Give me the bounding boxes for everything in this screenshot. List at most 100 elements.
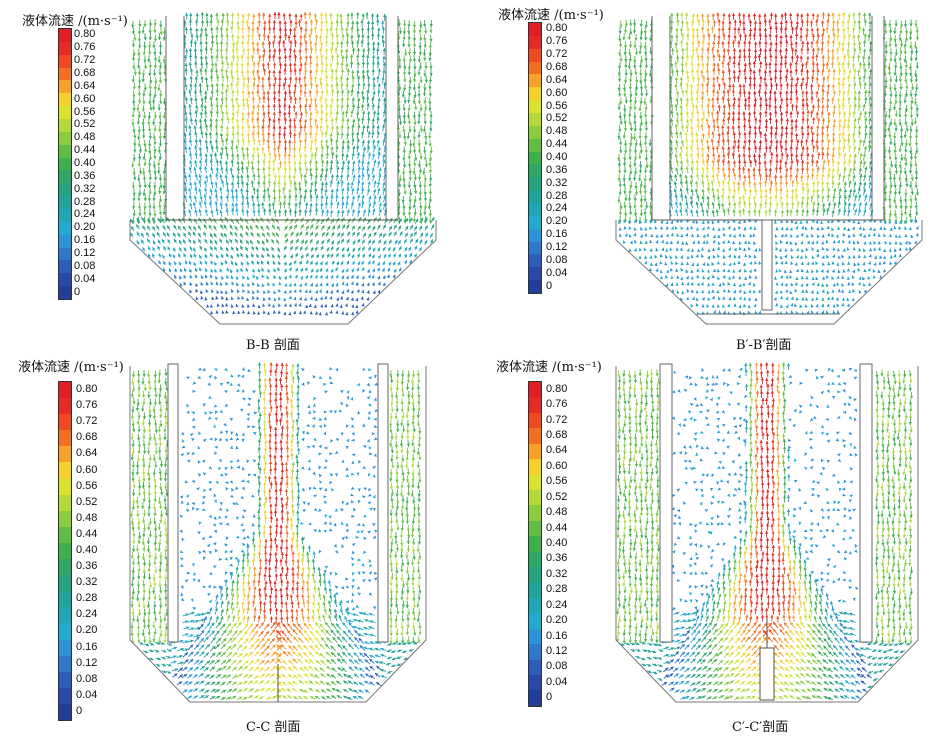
velocity-arrow xyxy=(852,138,856,146)
colorbar-tick-label: 0.52 xyxy=(546,112,567,124)
velocity-arrow xyxy=(224,174,228,182)
velocity-arrow xyxy=(816,166,820,174)
velocity-arrow xyxy=(794,68,798,76)
velocity-arrow xyxy=(832,240,836,244)
velocity-arrow xyxy=(247,289,251,294)
velocity-arrow xyxy=(230,69,234,77)
velocity-arrow xyxy=(137,54,141,62)
arrows xyxy=(129,12,435,316)
velocity-arrow xyxy=(147,246,151,251)
velocity-arrow xyxy=(357,97,361,105)
velocity-arrow xyxy=(903,47,907,55)
velocity-arrow xyxy=(268,439,272,447)
velocity-arrow xyxy=(671,289,675,293)
velocity-arrow xyxy=(267,41,272,49)
velocity-arrow xyxy=(320,145,325,153)
velocity-arrow xyxy=(389,412,393,420)
velocity-arrow xyxy=(752,241,757,245)
velocity-arrow xyxy=(280,412,284,420)
velocity-arrow xyxy=(674,194,678,202)
velocity-arrow xyxy=(178,261,182,266)
velocity-arrow xyxy=(773,97,778,105)
velocity-arrow xyxy=(685,241,689,246)
velocity-arrow xyxy=(330,83,334,91)
velocity-arrow xyxy=(209,47,213,55)
velocity-arrow xyxy=(131,40,135,48)
velocity-arrow xyxy=(742,83,746,92)
velocity-arrow xyxy=(722,48,726,56)
velocity-arrow xyxy=(323,416,327,421)
velocity-arrow xyxy=(271,239,275,244)
velocity-arrow xyxy=(789,166,793,174)
velocity-arrow xyxy=(225,110,229,118)
velocity-arrow xyxy=(256,167,261,175)
velocity-arrow xyxy=(147,461,152,469)
colorbar-tick-label: 0.36 xyxy=(76,560,97,572)
velocity-arrow xyxy=(893,209,897,217)
velocity-arrow xyxy=(230,465,234,470)
velocity-arrow xyxy=(320,202,324,210)
velocity-arrow xyxy=(701,269,705,273)
velocity-arrow xyxy=(882,96,887,104)
velocity-arrow xyxy=(417,391,421,399)
velocity-arrow xyxy=(769,159,773,167)
velocity-arrow xyxy=(236,253,240,258)
velocity-arrow xyxy=(707,255,711,260)
velocity-arrow xyxy=(262,390,266,398)
velocity-arrow xyxy=(716,110,720,118)
velocity-arrow xyxy=(638,139,643,147)
velocity-arrow xyxy=(225,41,229,49)
velocity-arrow xyxy=(152,118,156,126)
velocity-arrow xyxy=(284,405,289,413)
velocity-arrow xyxy=(331,89,335,97)
velocity-arrow xyxy=(397,19,401,27)
velocity-arrow xyxy=(256,239,261,245)
velocity-arrow xyxy=(401,195,405,203)
velocity-arrow xyxy=(815,90,819,98)
velocity-arrow xyxy=(304,209,308,217)
velocity-arrow xyxy=(778,268,782,273)
velocity-arrow xyxy=(851,297,855,302)
velocity-arrow xyxy=(274,383,278,391)
colorbar-tick-label: 0.72 xyxy=(74,54,95,66)
velocity-arrow xyxy=(381,267,385,272)
velocity-arrow xyxy=(779,174,783,182)
velocity-arrow xyxy=(252,473,257,477)
velocity-arrow xyxy=(299,194,303,202)
velocity-arrow xyxy=(418,26,422,34)
velocity-arrow xyxy=(893,103,897,111)
velocity-arrow xyxy=(191,425,196,429)
velocity-arrow xyxy=(293,40,298,48)
velocity-arrow xyxy=(423,54,427,62)
velocity-arrow xyxy=(194,145,198,153)
velocity-arrow xyxy=(361,69,365,77)
velocity-arrow xyxy=(133,145,137,153)
velocity-arrow xyxy=(324,12,328,20)
velocity-arrow xyxy=(857,208,861,216)
velocity-arrow xyxy=(252,209,256,217)
velocity-arrow xyxy=(252,173,256,181)
velocity-arrow xyxy=(685,138,689,146)
velocity-arrow xyxy=(779,48,783,56)
velocity-arrow xyxy=(679,104,683,112)
velocity-arrow xyxy=(629,240,633,245)
velocity-arrow xyxy=(389,384,393,392)
velocity-arrow xyxy=(232,41,236,49)
velocity-arrow xyxy=(634,153,638,161)
velocity-arrow xyxy=(158,446,162,454)
velocity-arrow xyxy=(173,224,177,230)
velocity-arrow xyxy=(685,296,690,301)
velocity-arrow xyxy=(639,69,643,77)
velocity-arrow xyxy=(899,47,903,55)
velocity-arrow xyxy=(278,110,282,118)
colorbar-segment xyxy=(59,526,71,543)
velocity-arrow xyxy=(201,459,206,464)
velocity-arrow xyxy=(753,303,757,308)
velocity-arrow xyxy=(345,55,349,63)
velocity-arrow xyxy=(250,232,254,238)
velocity-arrow xyxy=(784,180,789,188)
velocity-arrow xyxy=(277,188,282,196)
velocity-arrow xyxy=(257,418,261,426)
velocity-arrow xyxy=(146,238,151,244)
velocity-arrow xyxy=(863,19,867,27)
